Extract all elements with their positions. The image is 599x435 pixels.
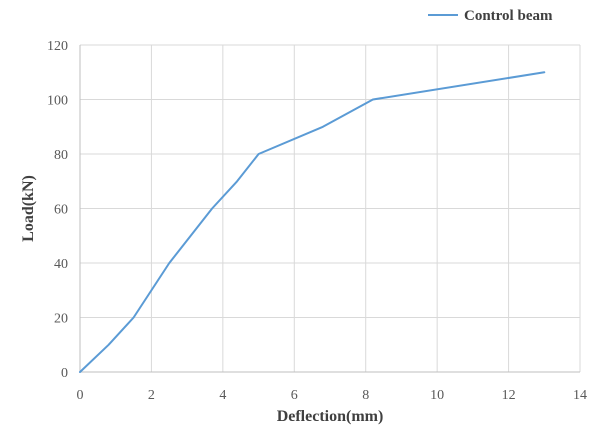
x-tick-label: 12 xyxy=(502,388,516,403)
x-tick-label: 2 xyxy=(148,388,155,403)
legend-label-control-beam: Control beam xyxy=(464,8,553,24)
legend: Control beam xyxy=(428,8,553,24)
x-tick-label: 6 xyxy=(291,388,298,403)
y-tick-label: 100 xyxy=(47,94,68,109)
y-axis-title: Load(kN) xyxy=(20,175,37,242)
y-tick-label: 80 xyxy=(54,148,68,163)
y-tick-label: 60 xyxy=(54,203,68,218)
x-tick-label: 8 xyxy=(362,388,369,403)
y-tick-label: 0 xyxy=(61,366,68,381)
x-tick-label: 10 xyxy=(430,388,444,403)
axes xyxy=(79,45,580,373)
y-tick-label: 40 xyxy=(54,257,68,272)
y-tick-label: 120 xyxy=(47,39,68,54)
series-line-control-beam xyxy=(79,71,546,373)
x-axis-title: Deflection(mm) xyxy=(277,408,384,425)
grid-lines xyxy=(80,44,581,372)
series-lines xyxy=(79,71,546,373)
y-tick-label: 20 xyxy=(54,312,68,327)
x-tick-label: 0 xyxy=(77,388,84,403)
x-tick-label: 4 xyxy=(219,388,226,403)
x-tick-label: 14 xyxy=(573,388,587,403)
tick-labels: 0 2 4 6 8 10 12 14 0 20 40 60 80 100 120 xyxy=(47,39,587,403)
